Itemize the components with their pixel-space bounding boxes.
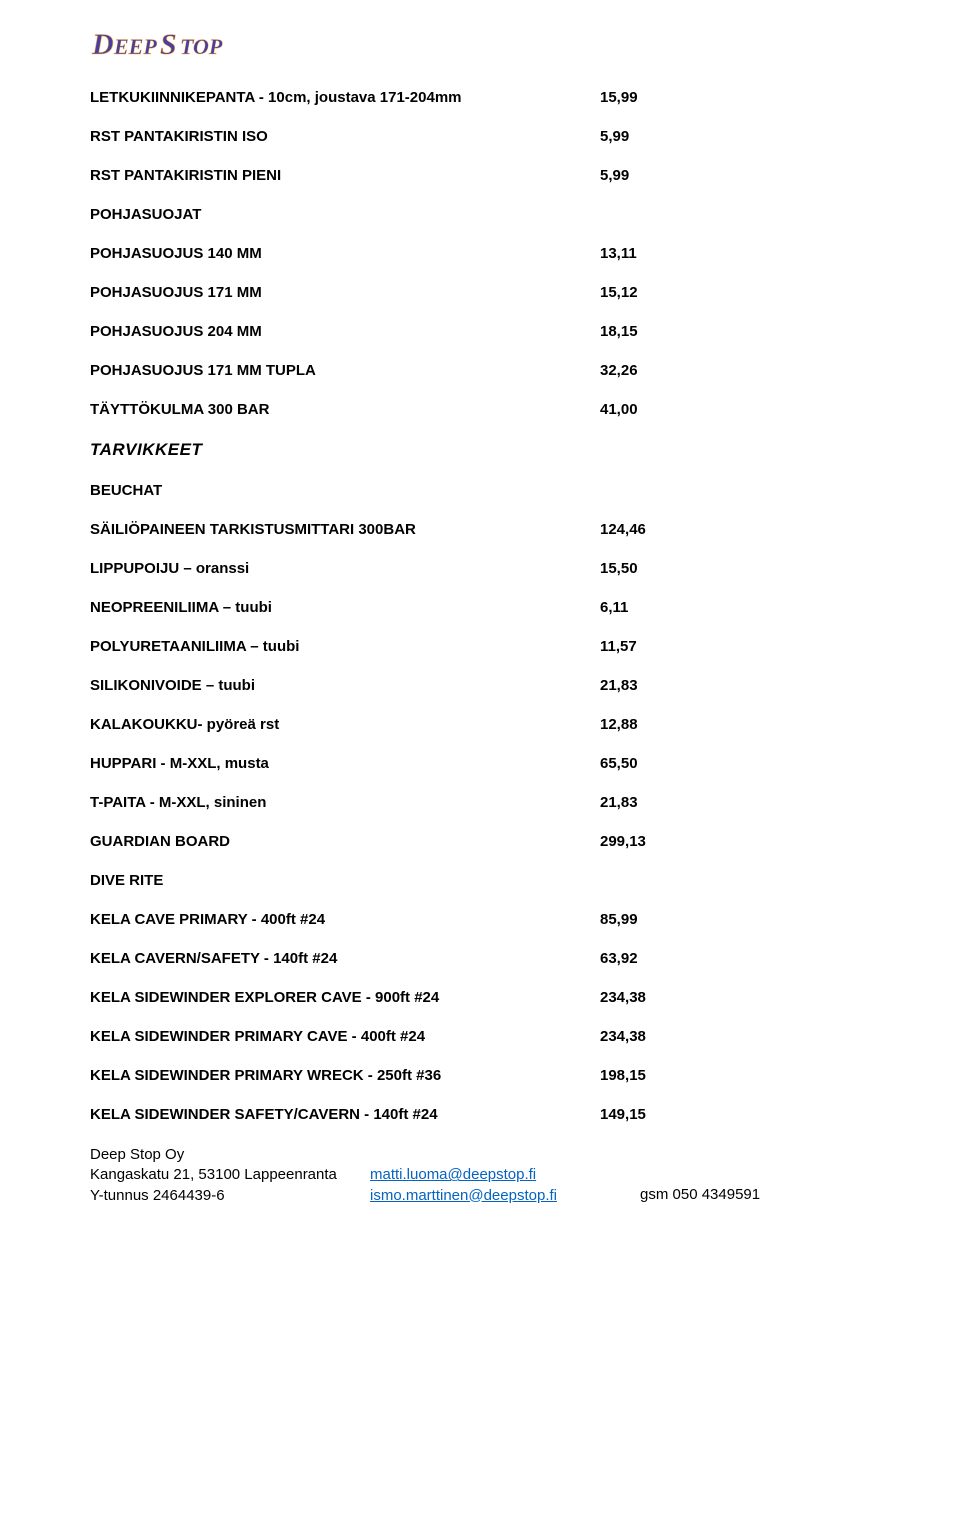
footer: Deep Stop Oy Kangaskatu 21, 53100 Lappee… bbox=[90, 1145, 870, 1206]
item-value: 5,99 bbox=[600, 128, 629, 145]
pohjasuojus-label: TÄYTTÖKULMA 300 BAR bbox=[90, 401, 600, 418]
tarvike-value: 15,50 bbox=[600, 560, 638, 577]
kela-label: KELA CAVERN/SAFETY - 140ft #24 bbox=[90, 950, 600, 967]
pohjasuojus-row: POHJASUOJUS 204 MM18,15 bbox=[90, 323, 870, 340]
tarvike-label: SÄILIÖPAINEEN TARKISTUSMITTARI 300BAR bbox=[90, 521, 600, 538]
section-header-pohjasuojat: POHJASUOJAT bbox=[90, 206, 870, 223]
item-value: 5,99 bbox=[600, 167, 629, 184]
tarvike-label: GUARDIAN BOARD bbox=[90, 833, 600, 850]
tarvike-label: LIPPUPOIJU – oranssi bbox=[90, 560, 600, 577]
tarvike-row: NEOPREENILIIMA – tuubi6,11 bbox=[90, 599, 870, 616]
footer-address: Kangaskatu 21, 53100 Lappeenranta bbox=[90, 1165, 370, 1185]
kela-value: 234,38 bbox=[600, 989, 646, 1006]
footer-email2[interactable]: ismo.marttinen@deepstop.fi bbox=[370, 1187, 557, 1204]
svg-text:S: S bbox=[160, 28, 177, 61]
tarvike-row: SILIKONIVOIDE – tuubi21,83 bbox=[90, 677, 870, 694]
tarvike-label: T-PAITA - M-XXL, sininen bbox=[90, 794, 600, 811]
tarvike-row: T-PAITA - M-XXL, sininen21,83 bbox=[90, 794, 870, 811]
kela-row: KELA SIDEWINDER EXPLORER CAVE - 900ft #2… bbox=[90, 989, 870, 1006]
pohjasuojus-row: TÄYTTÖKULMA 300 BAR41,00 bbox=[90, 401, 870, 418]
tarvike-value: 6,11 bbox=[600, 599, 628, 616]
tarvike-label: SILIKONIVOIDE – tuubi bbox=[90, 677, 600, 694]
item-row: RST PANTAKIRISTIN PIENI5,99 bbox=[90, 167, 870, 184]
item-value: 15,99 bbox=[600, 89, 638, 106]
footer-phone: gsm 050 4349591 bbox=[640, 1185, 870, 1205]
tarvike-row: POLYURETAANILIIMA – tuubi11,57 bbox=[90, 638, 870, 655]
item-row: RST PANTAKIRISTIN ISO5,99 bbox=[90, 128, 870, 145]
kela-label: KELA CAVE PRIMARY - 400ft #24 bbox=[90, 911, 600, 928]
svg-text:TOP: TOP bbox=[180, 34, 223, 59]
pohjasuojus-value: 13,11 bbox=[600, 245, 637, 262]
pohjasuojus-value: 41,00 bbox=[600, 401, 638, 418]
kela-row: KELA CAVERN/SAFETY - 140ft #2463,92 bbox=[90, 950, 870, 967]
tarvike-value: 21,83 bbox=[600, 794, 638, 811]
svg-text:D: D bbox=[91, 28, 114, 61]
item-label: RST PANTAKIRISTIN ISO bbox=[90, 128, 600, 145]
pohjasuojus-value: 18,15 bbox=[600, 323, 638, 340]
pohjasuojus-value: 15,12 bbox=[600, 284, 638, 301]
tarvike-label: POLYURETAANILIIMA – tuubi bbox=[90, 638, 600, 655]
kela-value: 149,15 bbox=[600, 1106, 646, 1123]
kela-label: KELA SIDEWINDER EXPLORER CAVE - 900ft #2… bbox=[90, 989, 600, 1006]
pohjasuojus-label: POHJASUOJUS 171 MM bbox=[90, 284, 600, 301]
section-header-diverite: DIVE RITE bbox=[90, 872, 870, 889]
pohjasuojus-row: POHJASUOJUS 140 MM13,11 bbox=[90, 245, 870, 262]
section-header-beuchat: BEUCHAT bbox=[90, 482, 870, 499]
section-title-tarvikkeet: TARVIKKEET bbox=[90, 440, 870, 460]
kela-row: KELA SIDEWINDER SAFETY/CAVERN - 140ft #2… bbox=[90, 1106, 870, 1123]
kela-value: 198,15 bbox=[600, 1067, 646, 1084]
tarvike-value: 21,83 bbox=[600, 677, 638, 694]
footer-company: Deep Stop Oy bbox=[90, 1145, 370, 1165]
pohjasuojus-row: POHJASUOJUS 171 MM TUPLA32,26 bbox=[90, 362, 870, 379]
tarvike-value: 299,13 bbox=[600, 833, 646, 850]
kela-row: KELA SIDEWINDER PRIMARY WRECK - 250ft #3… bbox=[90, 1067, 870, 1084]
tarvike-row: GUARDIAN BOARD299,13 bbox=[90, 833, 870, 850]
footer-vat: Y-tunnus 2464439-6 bbox=[90, 1186, 370, 1206]
footer-email1[interactable]: matti.luoma@deepstop.fi bbox=[370, 1166, 536, 1183]
pohjasuojus-label: POHJASUOJUS 140 MM bbox=[90, 245, 600, 262]
pohjasuojus-label: POHJASUOJUS 171 MM TUPLA bbox=[90, 362, 600, 379]
tarvike-label: NEOPREENILIIMA – tuubi bbox=[90, 599, 600, 616]
svg-text:EEP: EEP bbox=[113, 34, 157, 59]
tarvike-value: 124,46 bbox=[600, 521, 646, 538]
tarvike-row: LIPPUPOIJU – oranssi15,50 bbox=[90, 560, 870, 577]
tarvike-row: KALAKOUKKU- pyöreä rst12,88 bbox=[90, 716, 870, 733]
tarvike-value: 65,50 bbox=[600, 755, 638, 772]
kela-label: KELA SIDEWINDER PRIMARY CAVE - 400ft #24 bbox=[90, 1028, 600, 1045]
pohjasuojus-label: POHJASUOJUS 204 MM bbox=[90, 323, 600, 340]
pohjasuojus-row: POHJASUOJUS 171 MM15,12 bbox=[90, 284, 870, 301]
tarvike-row: SÄILIÖPAINEEN TARKISTUSMITTARI 300BAR124… bbox=[90, 521, 870, 538]
kela-value: 234,38 bbox=[600, 1028, 646, 1045]
kela-value: 85,99 bbox=[600, 911, 638, 928]
tarvike-label: KALAKOUKKU- pyöreä rst bbox=[90, 716, 600, 733]
kela-label: KELA SIDEWINDER SAFETY/CAVERN - 140ft #2… bbox=[90, 1106, 600, 1123]
tarvike-value: 11,57 bbox=[600, 638, 637, 655]
item-label: RST PANTAKIRISTIN PIENI bbox=[90, 167, 600, 184]
tarvike-label: HUPPARI - M-XXL, musta bbox=[90, 755, 600, 772]
kela-label: KELA SIDEWINDER PRIMARY WRECK - 250ft #3… bbox=[90, 1067, 600, 1084]
logo: D EEP S TOP bbox=[90, 20, 870, 71]
pohjasuojus-value: 32,26 bbox=[600, 362, 638, 379]
kela-row: KELA CAVE PRIMARY - 400ft #2485,99 bbox=[90, 911, 870, 928]
kela-value: 63,92 bbox=[600, 950, 638, 967]
tarvike-row: HUPPARI - M-XXL, musta65,50 bbox=[90, 755, 870, 772]
tarvike-value: 12,88 bbox=[600, 716, 638, 733]
item-label: LETKUKIINNIKEPANTA - 10cm, joustava 171-… bbox=[90, 89, 600, 106]
kela-row: KELA SIDEWINDER PRIMARY CAVE - 400ft #24… bbox=[90, 1028, 870, 1045]
item-row: LETKUKIINNIKEPANTA - 10cm, joustava 171-… bbox=[90, 89, 870, 106]
